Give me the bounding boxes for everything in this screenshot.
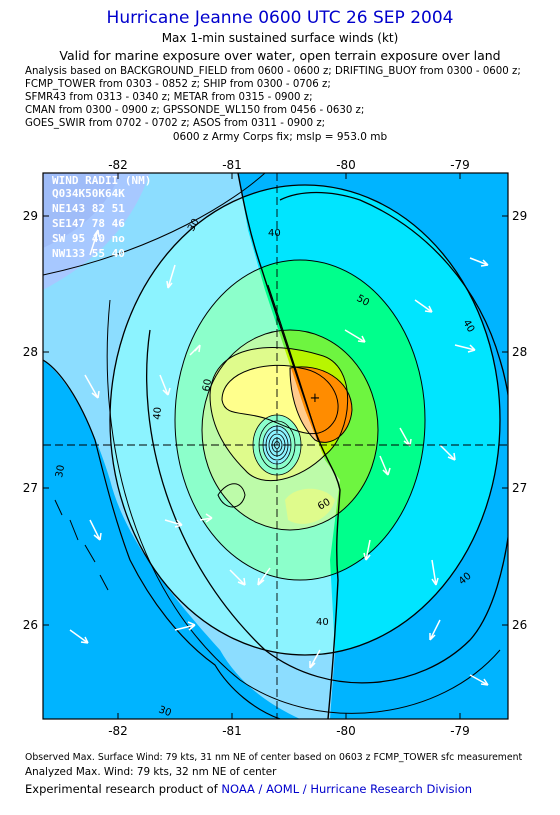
lon-label-bottom: -80	[336, 724, 356, 738]
map-subtitle: Max 1-min sustained surface winds (kt)	[161, 31, 399, 45]
gulf-coastline	[43, 359, 281, 719]
contour-label: 40	[268, 228, 281, 239]
contour-70	[221, 364, 339, 435]
lon-label-top: -82	[108, 158, 128, 172]
contour-75	[289, 366, 353, 443]
land-mass	[43, 173, 340, 719]
lat-label-left: 29	[23, 209, 38, 223]
wind-field: WIND RADII (NM) Q034K50K64K NE143 82 51 …	[43, 173, 508, 719]
analysis-line-2: FCMP_TOWER from 0303 - 0852 z; SHIP from…	[25, 79, 331, 90]
fix-line: 0600 z Army Corps fix; mslp = 953.0 mb	[172, 131, 388, 143]
contour-60	[209, 347, 349, 482]
analyzed-max-wind: Analyzed Max. Wind: 79 kts, 32 nm NE of …	[25, 766, 277, 778]
contour-label: 30	[157, 704, 173, 719]
atlantic-coastline	[237, 173, 341, 719]
lat-label-right: 28	[512, 345, 527, 359]
gulf-islets	[54, 499, 109, 591]
analysis-line-1: Analysis based on BACKGROUND_FIELD from …	[25, 66, 521, 77]
contour-20	[43, 173, 266, 276]
axis-ticks	[43, 173, 508, 719]
lat-label-right: 29	[512, 209, 527, 223]
wind-radii-row-ne: NE143 82 51	[52, 202, 125, 215]
wind-radii-box: WIND RADII (NM) Q034K50K64K NE143 82 51 …	[52, 174, 151, 260]
contour-40-outer	[146, 191, 508, 684]
lon-label-top: -81	[222, 158, 242, 172]
barrier-island	[267, 284, 319, 441]
graticule	[43, 173, 508, 719]
lon-label-bottom: -81	[222, 724, 242, 738]
lat-label-right: 26	[512, 618, 527, 632]
lon-label-bottom: -82	[108, 724, 128, 738]
product-credit-org[interactable]: NOAA / AOML / Hurricane Research Divisio…	[221, 782, 473, 796]
wind-radii-header: Q034K50K64K	[52, 187, 125, 200]
lon-label-top: -80	[336, 158, 356, 172]
lat-label-left: 27	[23, 481, 38, 495]
wind-radii-title: WIND RADII (NM)	[52, 174, 151, 187]
product-credit: Experimental research product of NOAA / …	[25, 782, 472, 796]
contour-50	[174, 259, 426, 581]
analysis-line-3: SFMR43 from 0313 - 0340 z; METAR from 03…	[25, 92, 313, 103]
analysis-line-5: GOES_SWIR from 0702 - 0702 z; ASOS from …	[25, 118, 326, 129]
validity-note: Valid for marine exposure over water, op…	[59, 48, 501, 63]
wind-radii-row-se: SE147 78 46	[52, 217, 125, 230]
lat-label-left: 26	[23, 618, 38, 632]
analysis-line-4: CMAN from 0300 - 0900 z; GPSSONDE_WL150 …	[25, 105, 365, 116]
contour-40	[109, 184, 501, 656]
contour-55	[201, 329, 379, 531]
contour-labels: 30 30 30 40 40 40 40 40 50 60 60	[54, 217, 476, 719]
wind-radii-row-sw: SW 95 40 no	[52, 232, 125, 245]
lake-okeechobee	[217, 483, 246, 508]
lat-label-right: 27	[512, 481, 527, 495]
max-wind-marker: +	[310, 391, 321, 406]
lat-label-left: 28	[23, 345, 38, 359]
contour-label: 60	[201, 378, 214, 392]
contour-label: 30	[54, 464, 67, 478]
lon-label-top: -79	[450, 158, 470, 172]
observed-max-wind: Observed Max. Surface Wind: 79 kts, 31 n…	[25, 752, 523, 763]
wind-vectors	[69, 229, 489, 686]
wind-radii-row-nw: NW133 55 40	[52, 247, 125, 260]
lon-label-bottom: -79	[450, 724, 470, 738]
map-title: Hurricane Jeanne 0600 UTC 26 SEP 2004	[106, 8, 454, 28]
contour-30-outer	[106, 299, 501, 714]
product-credit-prefix: Experimental research product of	[25, 782, 218, 796]
contour-label: 40	[316, 617, 329, 628]
map-frame	[42, 172, 509, 720]
contour-label: 40	[152, 407, 164, 421]
